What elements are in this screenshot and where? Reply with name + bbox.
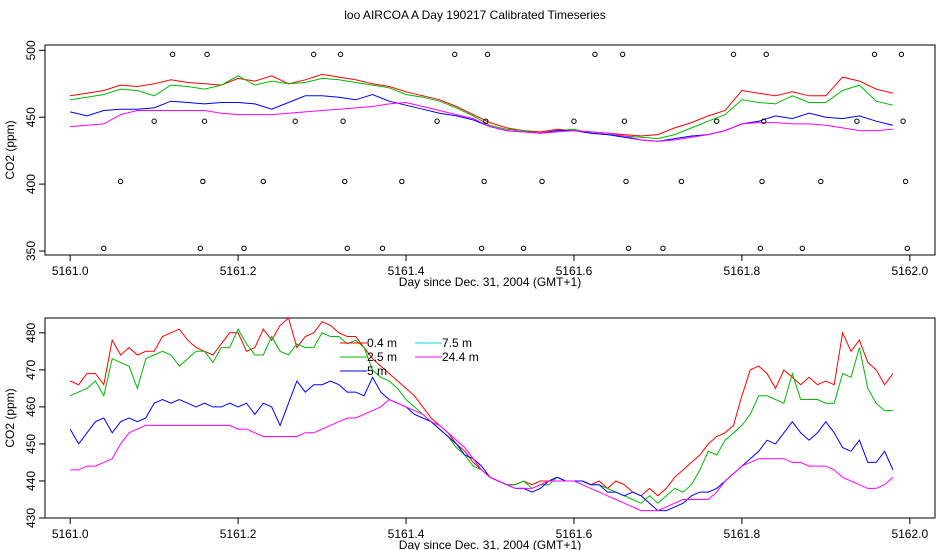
calibration-point (344, 245, 350, 252)
calibration-point (434, 118, 440, 124)
legend-label: 5 m (367, 364, 387, 378)
calibration-point (169, 51, 176, 58)
series-line-24-4-m (70, 398, 894, 512)
calibration-point (871, 51, 878, 58)
x-axis-label: Day since Dec. 31, 2004 (GMT+1) (399, 275, 581, 289)
calibration-point (379, 245, 386, 252)
calibration-point (478, 245, 485, 252)
calibration-point (310, 51, 317, 58)
calibration-point (571, 118, 577, 124)
calibration-point (539, 178, 545, 185)
legend-label: 7.5 m (442, 336, 472, 350)
calibration-point (484, 51, 491, 58)
x-tick-label: 5161.4 (388, 264, 425, 278)
y-tick-label: 460 (24, 397, 38, 417)
calibration-point (452, 51, 458, 58)
calibration-point (904, 245, 910, 252)
calibration-point (761, 118, 767, 124)
y-tick-label: 470 (24, 360, 38, 380)
plot-frame (44, 317, 936, 519)
calibration-point (260, 178, 267, 185)
x-tick-label: 5161.6 (556, 264, 593, 278)
x-tick-label: 5161.4 (388, 527, 425, 541)
calibration-point (241, 245, 247, 252)
y-tick-label: 440 (24, 471, 38, 491)
calibration-point (660, 245, 666, 252)
y-tick-label: 350 (24, 241, 38, 261)
calibration-point (117, 178, 124, 185)
calibration-point (340, 118, 346, 124)
legend-label: 0.4 m (367, 336, 397, 350)
calibration-point (481, 178, 487, 185)
x-tick-label: 5161.0 (52, 264, 89, 278)
chart-title: loo AIRCOA A Day 190217 Calibrated Times… (344, 8, 605, 22)
series-line-24-4-m (70, 101, 894, 142)
series-line-5-m (69, 376, 894, 512)
y-tick-label: 480 (24, 322, 38, 342)
calibration-point (623, 178, 629, 185)
calibration-point (592, 51, 598, 58)
x-tick-label: 5161.6 (556, 527, 593, 541)
calibration-point (730, 51, 737, 58)
calibration-point (818, 178, 824, 185)
calibration-point (763, 51, 769, 58)
x-axis-label: Day since Dec. 31, 2004 (GMT+1) (399, 538, 581, 550)
calibration-point (342, 178, 348, 185)
calibration-point (678, 178, 685, 185)
y-axis-label: CO2 (ppm) (3, 120, 17, 179)
calibration-point (151, 118, 157, 124)
legend-label: 2.5 m (367, 350, 397, 364)
y-tick-label: 400 (24, 174, 38, 194)
x-tick-label: 5161.2 (220, 527, 257, 541)
calibration-point (900, 118, 906, 124)
plot-frame (44, 44, 936, 256)
calibration-point (799, 245, 806, 252)
y-tick-label: 450 (24, 434, 38, 454)
series-line-2-5-m (69, 327, 893, 504)
y-tick-label: 450 (24, 107, 38, 127)
y-axis-label: CO2 (ppm) (3, 388, 17, 447)
calibration-point (520, 245, 527, 252)
bottom-panel: 5161.0 5161.2 5161.4 5161.6 5161.8 5162.0 430 4… (3, 317, 936, 550)
calibration-point (713, 118, 720, 124)
x-tick-label: 5162.0 (891, 264, 928, 278)
legend-label: 24.4 m (442, 350, 479, 364)
calibration-point (759, 178, 765, 185)
calibration-point (337, 51, 344, 58)
calibration-point (483, 118, 489, 124)
x-tick-label: 5161.8 (724, 264, 761, 278)
calibration-point (898, 51, 905, 58)
calibration-point (399, 178, 405, 185)
calibration-point (200, 178, 206, 185)
x-tick-label: 5162.0 (891, 527, 928, 541)
y-tick-label: 500 (24, 40, 38, 60)
series-line-5-m (70, 93, 894, 142)
calibration-point (197, 245, 204, 252)
x-tick-label: 5161.2 (220, 264, 257, 278)
calibration-point (902, 178, 909, 185)
calibration-point (201, 118, 208, 124)
calibration-point (854, 118, 860, 124)
x-tick-label: 5161.8 (724, 527, 761, 541)
series-line-2-5-m (70, 75, 894, 140)
x-tick-label: 5161.0 (52, 527, 89, 541)
calibration-point (292, 118, 298, 124)
calibration-point (204, 51, 210, 58)
calibration-point (101, 245, 107, 252)
calibration-point (625, 245, 632, 252)
calibration-point (621, 118, 628, 124)
series-line-0-4-m (70, 73, 894, 137)
y-tick-label: 430 (24, 508, 38, 528)
calibration-point (757, 245, 764, 252)
calibration-point (619, 51, 626, 58)
top-panel: 5161.0 5161.2 5161.4 5161.6 5161.8 5162.0 350 4… (3, 40, 936, 289)
